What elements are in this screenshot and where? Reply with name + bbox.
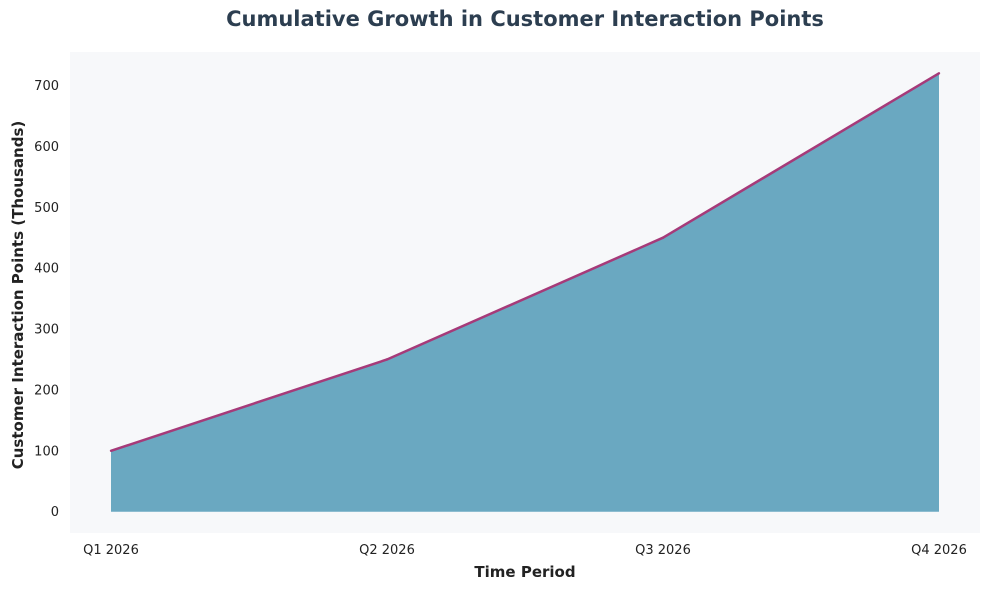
x-tick-label: Q1 2026 bbox=[83, 543, 139, 558]
y-tick-label: 100 bbox=[34, 444, 59, 459]
x-axis-ticks: Q1 2026 Q2 2026 Q3 2026 Q4 2026 bbox=[83, 543, 967, 558]
x-tick-label: Q2 2026 bbox=[359, 543, 415, 558]
y-tick-label: 700 bbox=[34, 79, 59, 94]
area-layer bbox=[111, 73, 939, 512]
x-tick-label: Q4 2026 bbox=[911, 543, 967, 558]
series-line bbox=[110, 72, 940, 452]
y-tick-label: 300 bbox=[34, 323, 59, 338]
y-axis-ticks: 0 100 200 300 400 500 600 700 bbox=[34, 79, 59, 520]
line-layer bbox=[109, 72, 941, 453]
data-point bbox=[661, 236, 665, 239]
x-tick-label: Q3 2026 bbox=[635, 543, 691, 558]
y-tick-label: 500 bbox=[34, 201, 59, 216]
area-fill bbox=[111, 73, 939, 512]
x-axis-label: Time Period bbox=[474, 563, 575, 581]
y-tick-label: 200 bbox=[34, 383, 59, 398]
y-axis-label: Customer Interaction Points (Thousands) bbox=[9, 121, 27, 470]
y-tick-label: 600 bbox=[34, 140, 59, 155]
data-point bbox=[385, 358, 389, 361]
y-tick-label: 400 bbox=[34, 262, 59, 277]
y-tick-label: 0 bbox=[51, 505, 59, 520]
chart-title: Cumulative Growth in Customer Interactio… bbox=[226, 7, 824, 31]
data-point bbox=[937, 72, 941, 75]
data-point bbox=[109, 449, 113, 453]
